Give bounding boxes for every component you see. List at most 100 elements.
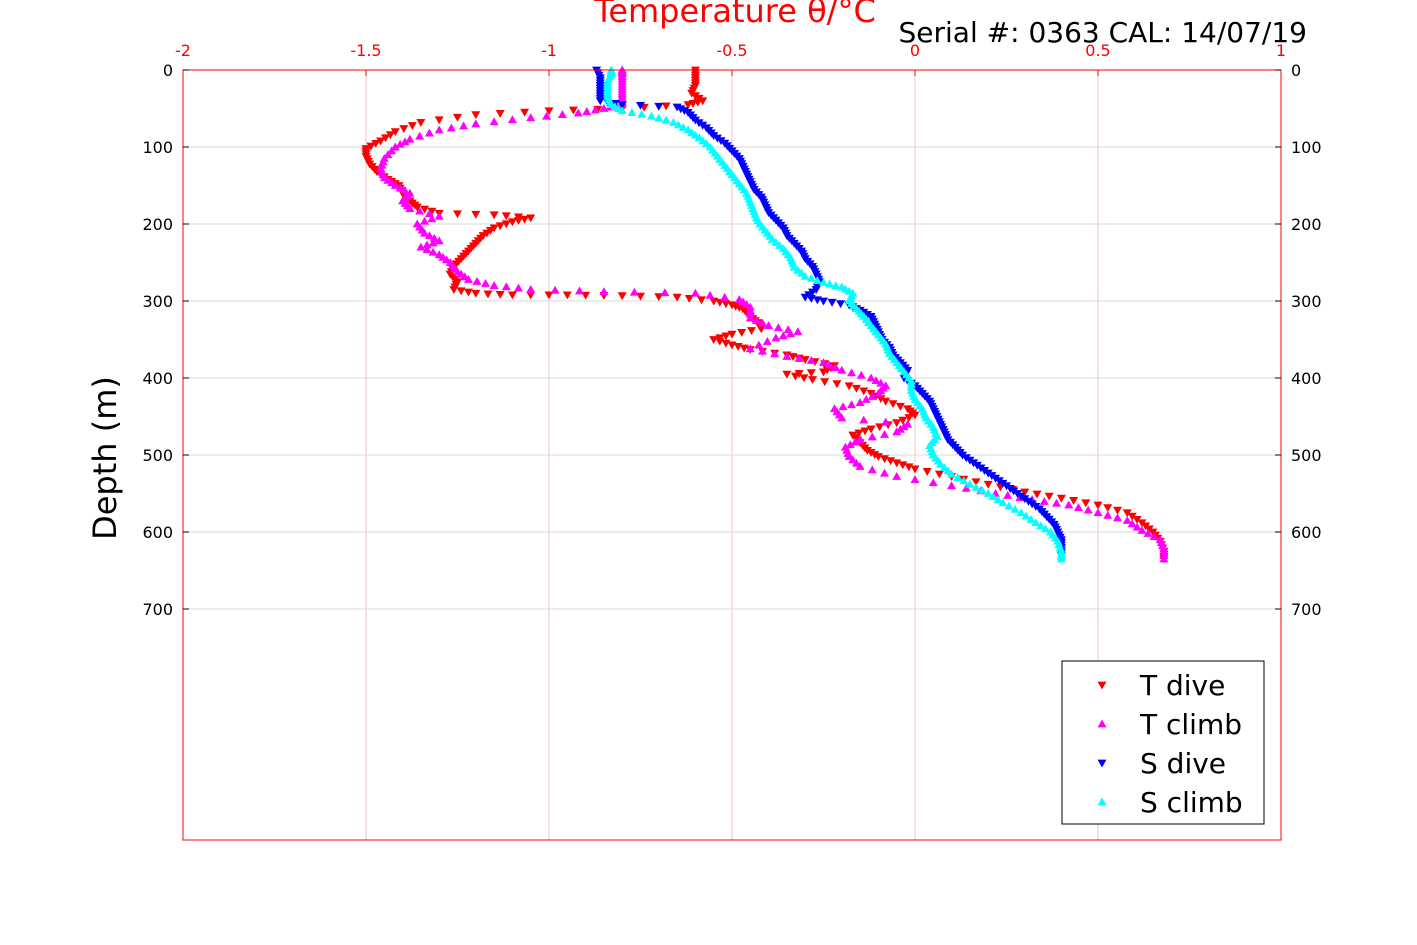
data-point — [859, 387, 869, 396]
data-point — [876, 378, 886, 387]
data-point — [661, 102, 671, 111]
chart-title: Temperature θ/°C — [593, 0, 876, 30]
data-point — [837, 365, 847, 374]
y-tick-label-right: 200 — [1291, 215, 1322, 234]
data-point — [489, 281, 499, 289]
data-point — [544, 107, 554, 116]
data-point — [683, 101, 693, 110]
data-point — [481, 279, 491, 287]
data-point — [1122, 509, 1132, 518]
data-point — [1004, 501, 1014, 510]
data-point — [1036, 521, 1046, 530]
data-point — [446, 123, 456, 132]
data-point — [526, 113, 536, 122]
data-point — [1052, 498, 1062, 507]
data-point — [1103, 504, 1113, 513]
data-point — [562, 291, 572, 300]
data-point — [606, 65, 616, 74]
data-point — [424, 209, 434, 218]
data-point — [673, 120, 683, 129]
data-point — [1155, 535, 1165, 544]
data-point — [903, 419, 913, 428]
data-point — [420, 205, 430, 214]
data-point — [959, 476, 969, 485]
data-point — [844, 286, 854, 295]
data-point — [783, 325, 793, 334]
data-point — [720, 292, 730, 301]
data-point — [1122, 515, 1132, 524]
data-point — [1127, 512, 1137, 521]
chart-subtitle: Serial #: 0363 CAL: 14/07/19 — [899, 16, 1307, 49]
data-point — [866, 390, 876, 398]
data-point — [371, 140, 381, 148]
data-point — [812, 275, 822, 284]
data-point — [390, 128, 400, 137]
data-point — [599, 287, 609, 296]
data-point — [471, 289, 481, 298]
data-point — [1056, 494, 1066, 503]
data-point — [646, 111, 656, 120]
data-point — [845, 440, 855, 449]
data-point — [866, 373, 876, 382]
data-point — [405, 188, 415, 197]
data-point — [1064, 500, 1074, 509]
data-point — [762, 337, 772, 345]
y-tick-label-right: 400 — [1291, 369, 1322, 388]
data-point — [1103, 510, 1113, 519]
data-point — [636, 102, 645, 110]
data-point — [855, 435, 865, 443]
data-point — [782, 351, 792, 360]
data-point — [483, 290, 493, 299]
x-tick-label: -1 — [541, 41, 557, 60]
y-tick-label-left: 700 — [142, 600, 173, 619]
data-point — [395, 139, 405, 148]
data-point — [820, 378, 830, 387]
data-point — [614, 104, 624, 113]
data-point — [660, 288, 670, 297]
data-point — [861, 395, 871, 403]
data-point — [910, 465, 920, 474]
data-point — [947, 481, 957, 490]
data-point — [514, 283, 523, 292]
data-point — [827, 298, 837, 307]
data-point — [1045, 527, 1055, 536]
data-point — [1132, 522, 1142, 531]
data-point — [595, 97, 605, 106]
data-point — [678, 122, 688, 131]
data-point — [390, 142, 400, 151]
data-point — [472, 276, 482, 285]
data-point — [501, 212, 511, 221]
data-point — [832, 380, 842, 389]
data-point — [1041, 524, 1051, 533]
data-point — [424, 128, 434, 137]
data-point — [507, 291, 517, 300]
data-point — [420, 216, 430, 225]
data-point — [758, 346, 767, 355]
data-point — [825, 360, 835, 369]
data-point — [892, 459, 902, 468]
x-tick-label: 0 — [910, 41, 920, 60]
data-point — [415, 206, 425, 215]
data-point — [416, 242, 426, 251]
data-point — [862, 447, 872, 455]
data-point — [668, 117, 678, 126]
y-axis-right: 0 100 200 300 400 500 600 700 — [1275, 61, 1322, 619]
data-point — [1044, 492, 1054, 501]
data-point — [434, 125, 444, 134]
data-point — [1032, 490, 1042, 499]
data-point — [806, 273, 816, 282]
data-point — [922, 468, 932, 476]
legend-label: T dive — [1139, 669, 1225, 702]
y-tick-label-left: 100 — [142, 138, 173, 157]
data-point — [934, 470, 944, 479]
y-tick-label-left: 400 — [142, 369, 173, 388]
x-tick-label: -0.5 — [716, 41, 747, 60]
data-point — [961, 483, 971, 492]
plot-area — [361, 65, 1169, 564]
data-point — [400, 137, 410, 146]
data-point — [859, 415, 869, 424]
data-point — [819, 358, 828, 366]
data-point — [412, 219, 422, 228]
data-point — [880, 468, 889, 477]
grid — [183, 70, 1281, 840]
